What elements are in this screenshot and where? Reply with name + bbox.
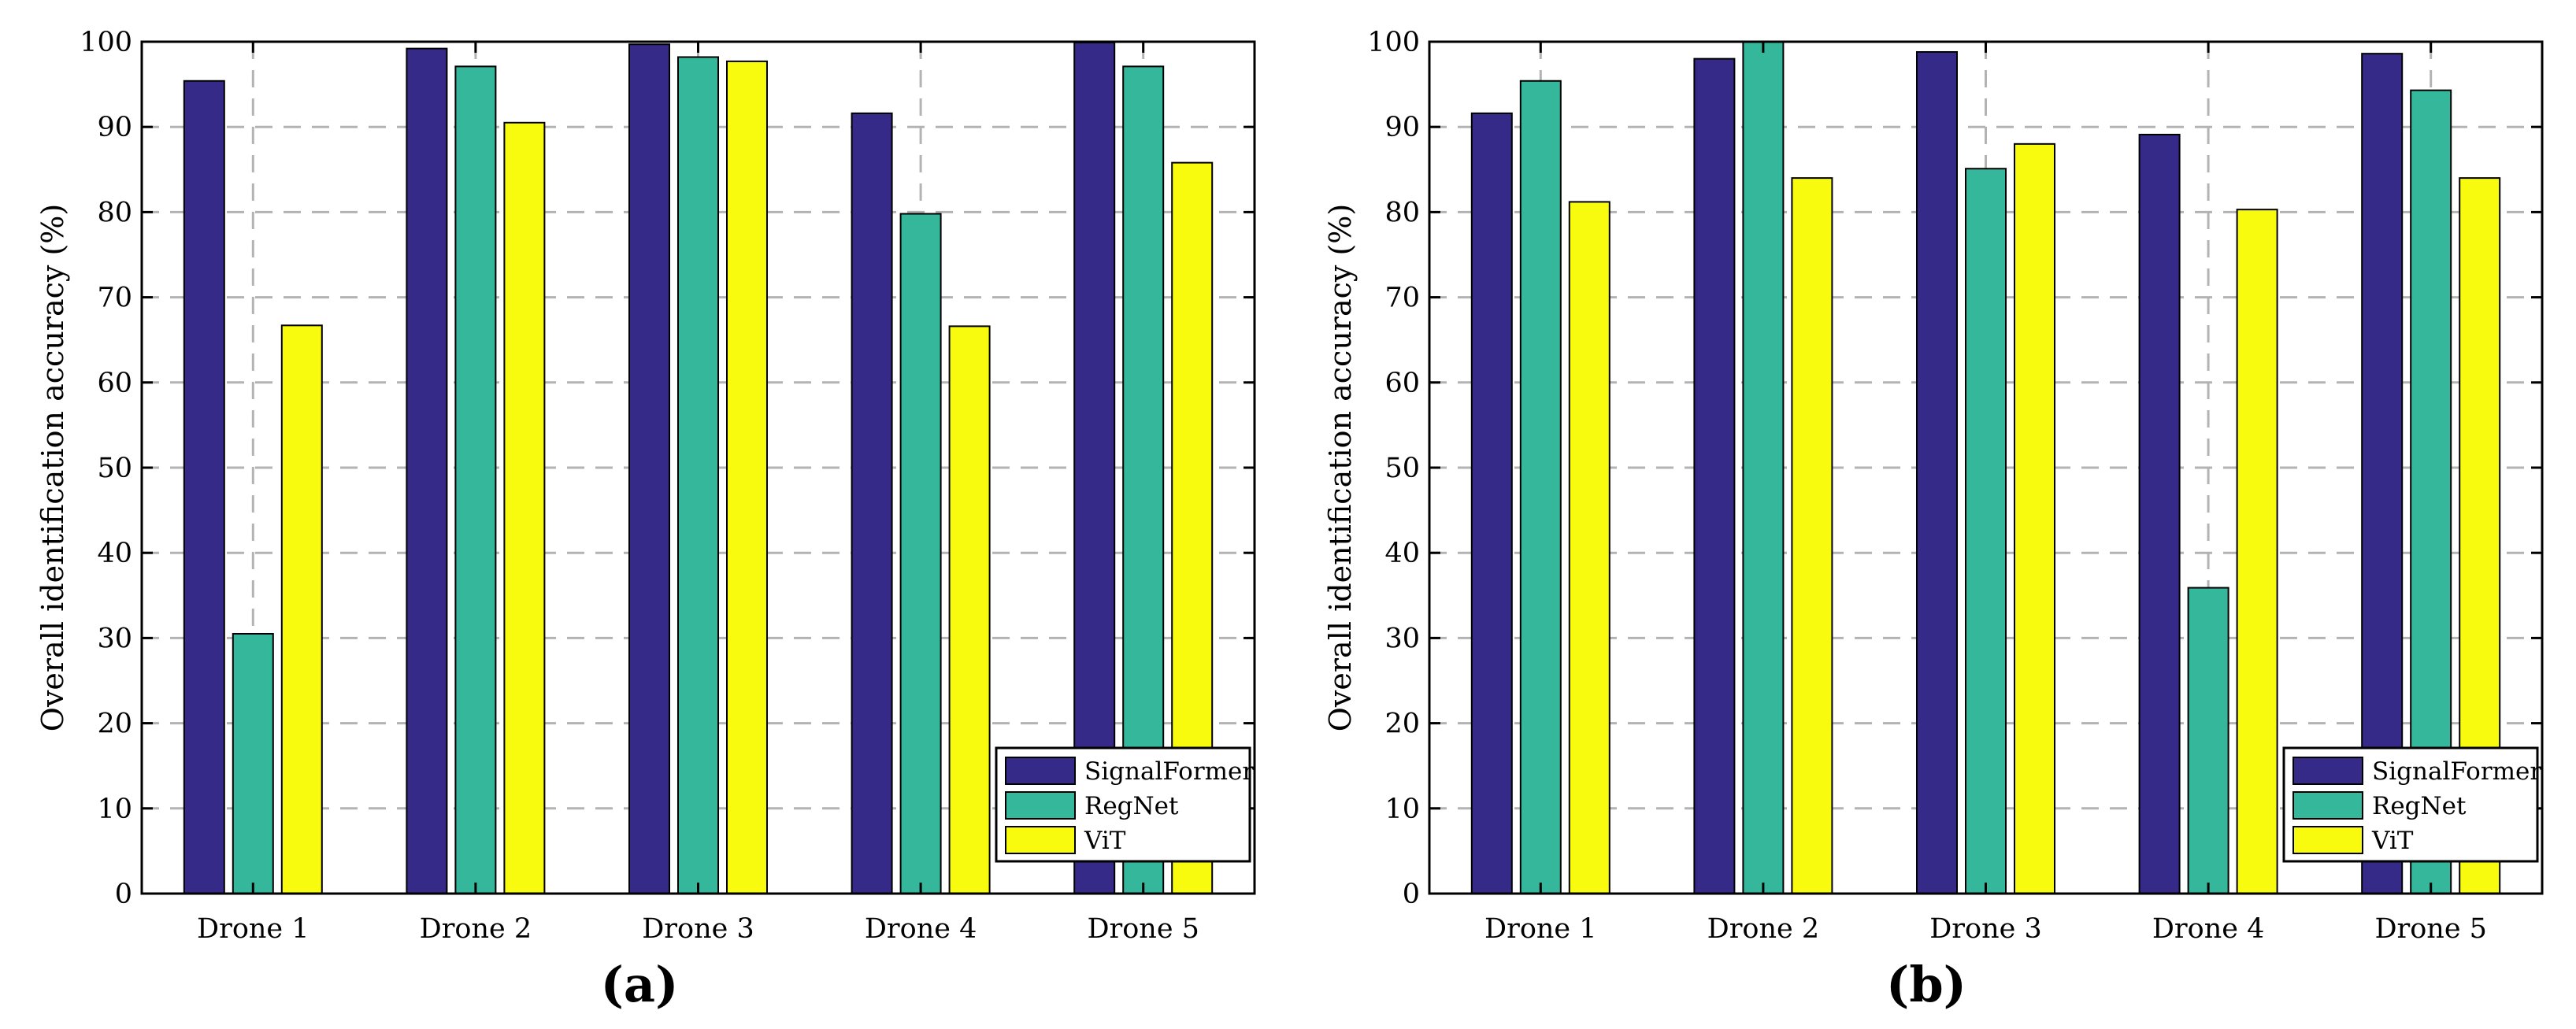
legend-swatch-vit	[2292, 826, 2363, 854]
bar-vit-drone-1	[280, 324, 323, 894]
chart-panel-2: 0 10 20 30 40 50 60 70 80 90 100 Drone 1 Drone 2 Dron…	[1323, 27, 2544, 1013]
x-category-label: Drone 3	[1929, 913, 2042, 945]
bar-regnet-drone-3	[677, 56, 719, 895]
x-category-label: Drone 2	[1707, 913, 1820, 945]
bar-signalformer-drone-4	[851, 112, 893, 894]
y-tick-label: 100	[80, 27, 132, 58]
legend: SignalFormer RegNet ViT	[2282, 746, 2541, 863]
chart-panel-1: 0 10 20 30 40 50 60 70 80 90 100 Drone 1 Drone 2 Dron…	[35, 27, 1256, 1013]
legend-label-vit: ViT	[2371, 827, 2414, 855]
legend-label-regnet: RegNet	[1084, 792, 1179, 820]
x-category-label: Drone 1	[1484, 913, 1597, 945]
bar-vit-drone-1	[1568, 201, 1610, 894]
bar-signalformer-drone-4	[2138, 133, 2181, 895]
bar-regnet-drone-1	[1519, 80, 1562, 895]
bar-signalformer-drone-1	[183, 80, 225, 895]
panel-label: (a)	[601, 956, 679, 1013]
y-tick-label: 40	[1384, 538, 1420, 569]
y-tick-label: 10	[97, 794, 132, 825]
legend-swatch-signalformer	[2292, 757, 2363, 785]
y-tick-label: 0	[1403, 879, 1420, 910]
bar-vit-drone-2	[503, 121, 546, 895]
y-tick-label: 30	[1384, 623, 1420, 654]
bar-regnet-drone-4	[899, 213, 942, 894]
y-tick-label: 90	[1384, 112, 1420, 143]
x-category-label: Drone 5	[2374, 913, 2487, 945]
y-tick-label: 60	[1384, 368, 1420, 399]
bar-vit-drone-3	[2014, 143, 2055, 894]
y-tick-label: 0	[115, 879, 132, 910]
legend-label-signalformer: SignalFormer	[1084, 757, 1254, 786]
bar-regnet-drone-1	[232, 632, 274, 894]
panel-label: (b)	[1886, 956, 1966, 1013]
legend-label-vit: ViT	[1084, 827, 1126, 855]
bar-regnet-drone-4	[2187, 587, 2229, 894]
bar-vit-drone-2	[1791, 177, 1833, 894]
x-category-label: Drone 3	[642, 913, 754, 945]
legend-label-regnet: RegNet	[2372, 792, 2467, 820]
legend-swatch-regnet	[2292, 791, 2363, 820]
y-tick-label: 80	[97, 197, 132, 228]
y-tick-label: 50	[97, 453, 132, 484]
y-tick-label: 70	[1384, 283, 1420, 314]
bar-vit-drone-3	[726, 60, 768, 895]
bar-regnet-drone-2	[454, 65, 497, 894]
y-tick-label: 20	[1384, 709, 1420, 740]
bar-signalformer-drone-3	[628, 43, 670, 895]
legend-label-signalformer: SignalFormer	[2372, 757, 2541, 786]
y-tick-label: 90	[97, 112, 132, 143]
y-tick-label: 100	[1367, 27, 1420, 58]
y-tick-label: 10	[1384, 794, 1420, 825]
x-category-label: Drone 5	[1087, 913, 1199, 945]
x-category-label: Drone 4	[2152, 913, 2265, 945]
y-tick-label: 80	[1384, 197, 1420, 228]
bar-signalformer-drone-1	[1470, 112, 1513, 894]
y-tick-label: 20	[97, 709, 132, 740]
y-tick-label: 40	[97, 538, 132, 569]
bar-signalformer-drone-3	[1916, 50, 1958, 894]
bar-signalformer-drone-2	[1693, 57, 1736, 894]
y-tick-label: 60	[97, 368, 132, 399]
x-category-label: Drone 1	[197, 913, 309, 945]
legend: SignalFormer RegNet ViT	[995, 746, 1254, 863]
bar-regnet-drone-2	[1742, 41, 1785, 894]
bar-signalformer-drone-2	[406, 47, 448, 894]
y-axis-title: Overall identification accuracy (%)	[1323, 204, 1358, 731]
bar-vit-drone-4	[948, 325, 991, 894]
x-category-label: Drone 4	[865, 913, 977, 945]
y-tick-label: 70	[97, 283, 132, 314]
y-axis-title: Overall identification accuracy (%)	[35, 204, 70, 731]
legend-swatch-vit	[1005, 826, 1076, 854]
y-tick-label: 30	[97, 623, 132, 654]
y-tick-label: 50	[1384, 453, 1420, 484]
bar-regnet-drone-3	[1965, 168, 2007, 894]
x-category-label: Drone 2	[420, 913, 532, 945]
bar-vit-drone-4	[2236, 209, 2278, 894]
legend-swatch-regnet	[1005, 791, 1076, 820]
legend-swatch-signalformer	[1005, 757, 1076, 785]
